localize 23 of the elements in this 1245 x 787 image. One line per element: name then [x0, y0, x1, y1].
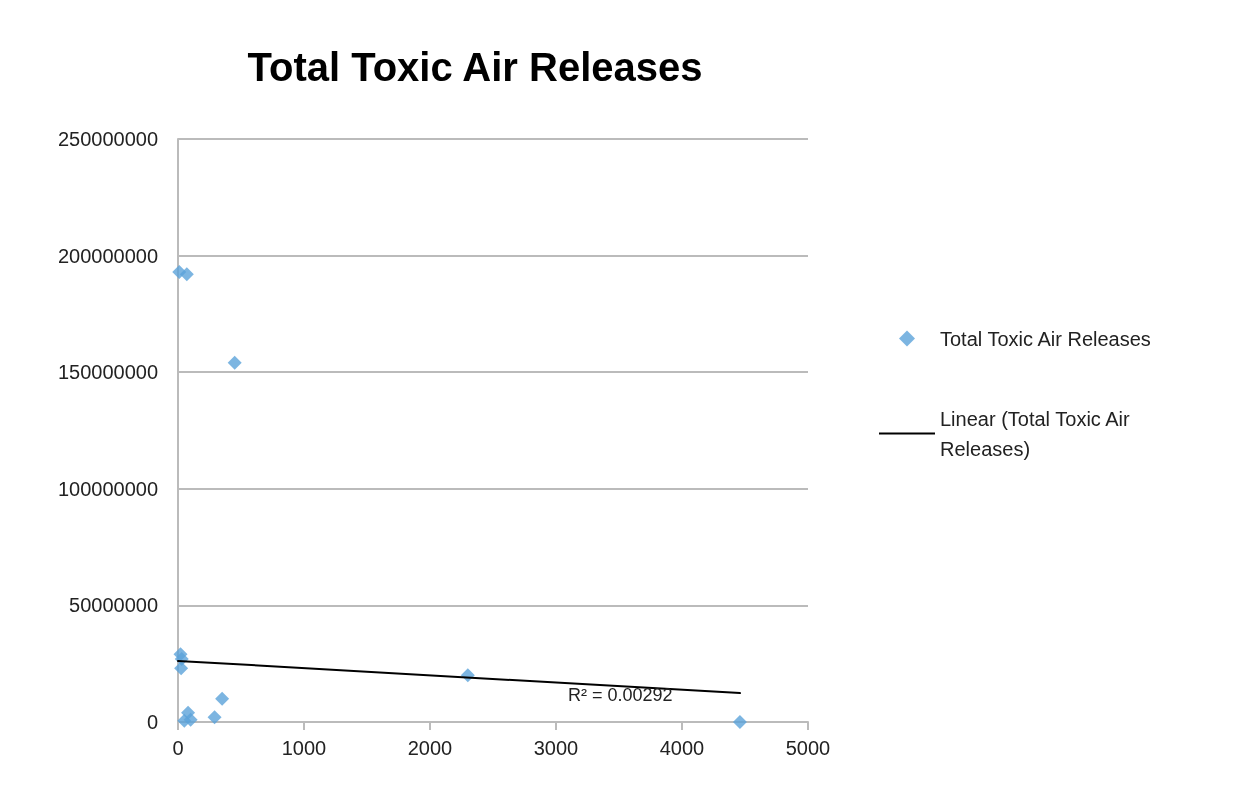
point: [732, 715, 747, 729]
x-tick-label: 5000: [785, 737, 831, 759]
point: [179, 267, 194, 282]
x-tick-label: 3000: [533, 737, 579, 759]
x-tick-label: 2000: [407, 737, 453, 759]
y-tick-label: 150000000: [57, 361, 158, 384]
y-tick-label: 100000000: [57, 477, 158, 500]
legend-label: Total Toxic Air Releases: [940, 327, 1151, 350]
y-tick-label: 50000000: [69, 594, 158, 617]
y-tick-label: 200000000: [57, 244, 158, 267]
x-tick-label: 0: [172, 737, 184, 759]
chart-title: Total Toxic Air Releases: [247, 45, 703, 89]
point: [183, 712, 198, 727]
legend-label: Linear (Total Toxic Air Releases): [940, 407, 1136, 460]
y-tick-label: 250000000: [57, 128, 158, 150]
x-tick-label: 1000: [281, 737, 327, 759]
point: [215, 691, 230, 706]
annotation: R² = 0.00292: [568, 685, 673, 705]
y-tick-label: 0: [146, 711, 158, 733]
point: [207, 710, 222, 725]
point: [174, 661, 189, 676]
x-tick-label: 4000: [659, 737, 705, 759]
point: [227, 355, 242, 370]
